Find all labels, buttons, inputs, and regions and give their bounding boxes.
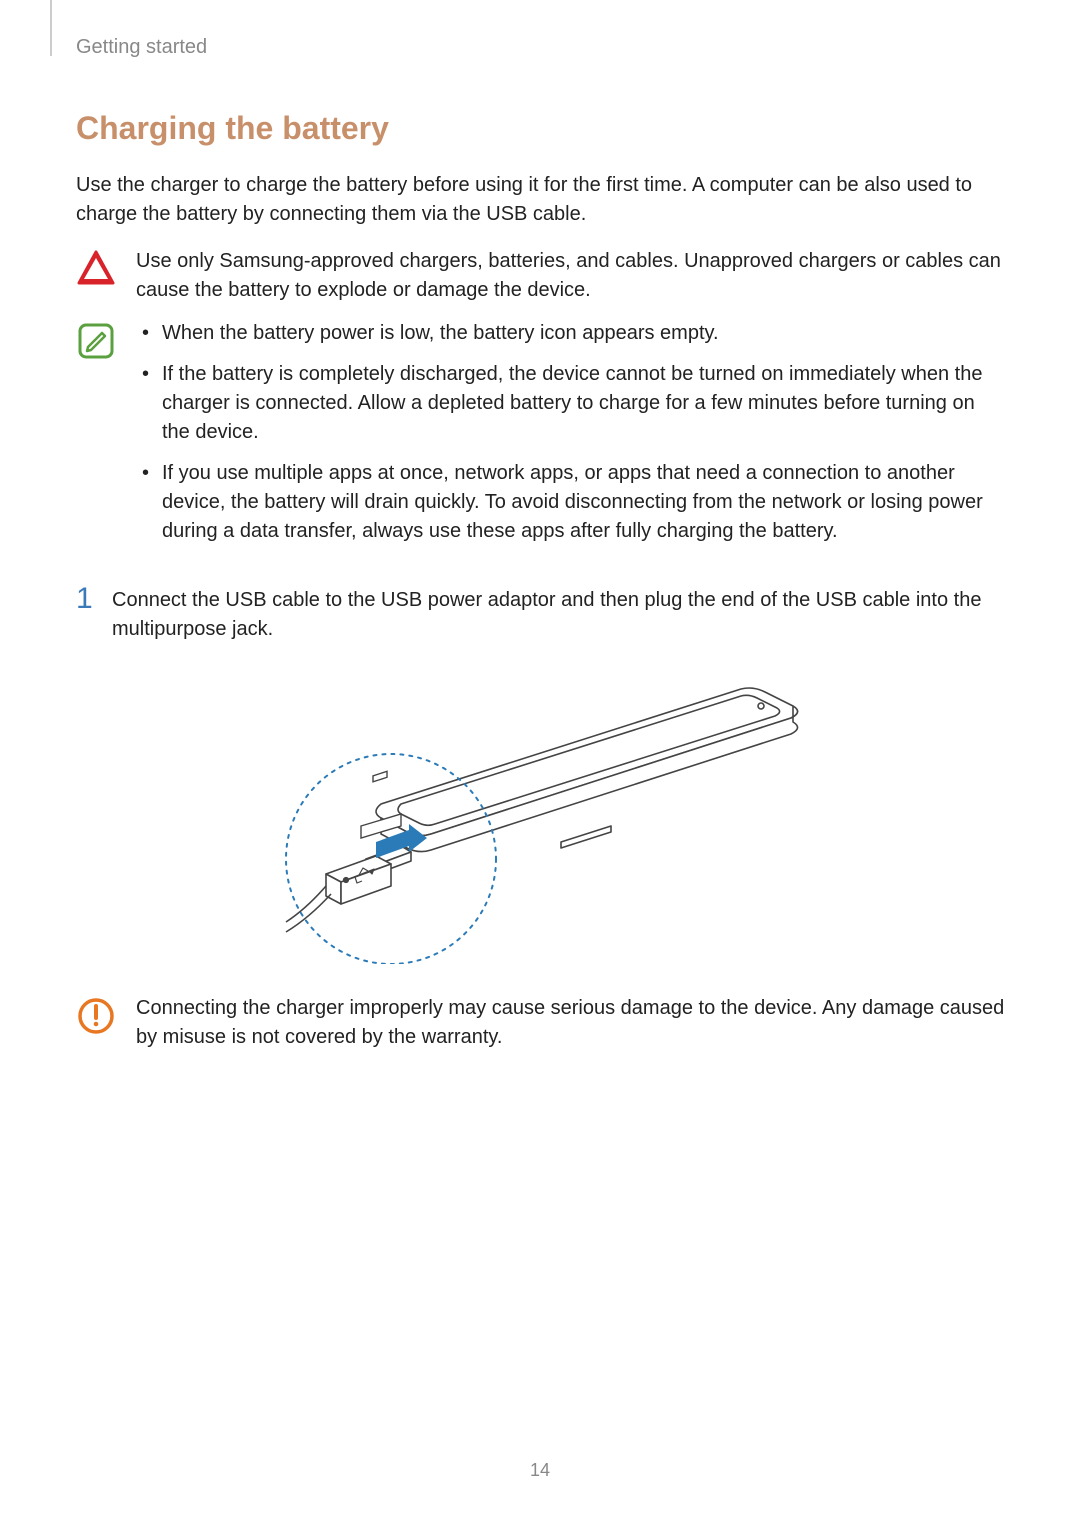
page-content: Charging the battery Use the charger to … xyxy=(76,110,1006,1066)
section-header: Getting started xyxy=(76,36,207,59)
step-number: 1 xyxy=(76,584,112,614)
note-bullet: If the battery is completely discharged,… xyxy=(136,360,1006,447)
page-heading: Charging the battery xyxy=(76,110,1006,147)
caution-callout: Connecting the charger improperly may ca… xyxy=(76,994,1006,1052)
warning-callout: Use only Samsung-approved chargers, batt… xyxy=(76,247,1006,305)
note-bullet: When the battery power is low, the batte… xyxy=(136,319,1006,348)
margin-divider xyxy=(50,0,52,56)
page-number: 14 xyxy=(0,1460,1080,1481)
note-pencil-icon xyxy=(76,321,116,361)
caution-circle-icon xyxy=(76,996,116,1036)
warning-triangle-icon xyxy=(76,249,116,289)
intro-paragraph: Use the charger to charge the battery be… xyxy=(76,171,1006,229)
note-bullet-list: When the battery power is low, the batte… xyxy=(136,319,1006,546)
note-content: When the battery power is low, the batte… xyxy=(136,319,1006,558)
step-text: Connect the USB cable to the USB power a… xyxy=(112,586,1006,644)
note-callout: When the battery power is low, the batte… xyxy=(76,319,1006,558)
caution-text: Connecting the charger improperly may ca… xyxy=(136,994,1006,1052)
step-1: 1 Connect the USB cable to the USB power… xyxy=(76,586,1006,644)
charging-diagram xyxy=(231,664,851,964)
diagram-container xyxy=(76,664,1006,964)
note-bullet: If you use multiple apps at once, networ… xyxy=(136,459,1006,546)
warning-text: Use only Samsung-approved chargers, batt… xyxy=(136,247,1006,305)
